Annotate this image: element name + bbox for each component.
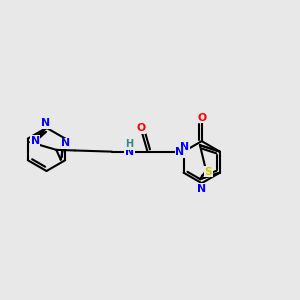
Text: N: N: [41, 118, 50, 128]
Text: O: O: [136, 123, 146, 133]
Text: O: O: [197, 113, 206, 123]
Text: N: N: [125, 147, 134, 157]
Text: H: H: [125, 140, 134, 149]
Text: N: N: [176, 147, 184, 157]
Text: N: N: [61, 138, 70, 148]
Text: N: N: [180, 142, 189, 152]
Text: S: S: [205, 167, 212, 177]
Text: N: N: [197, 184, 206, 194]
Text: N: N: [31, 136, 40, 146]
